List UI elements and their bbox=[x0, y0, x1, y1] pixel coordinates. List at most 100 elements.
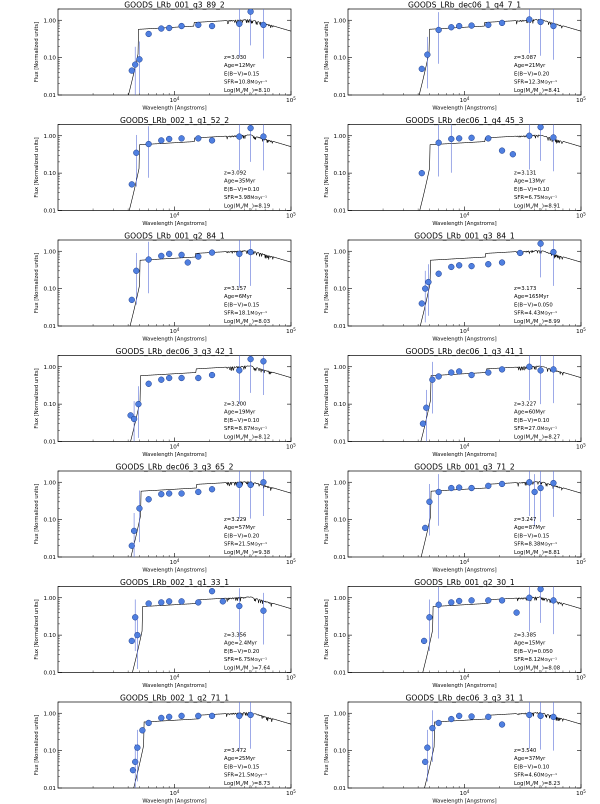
y-tick-label: 0.10 bbox=[334, 633, 347, 639]
y-tick-label: 0.10 bbox=[334, 56, 347, 62]
photometry-point bbox=[178, 490, 185, 497]
photometry-point bbox=[166, 598, 173, 605]
photometry-point bbox=[195, 712, 202, 720]
y-tick-label: 1.00 bbox=[334, 134, 347, 140]
photometry-point bbox=[247, 124, 254, 132]
photometry-point bbox=[158, 25, 165, 32]
photometry-point bbox=[145, 719, 152, 727]
sfr-text: SFR=21.5M⊙yr⁻¹ bbox=[224, 773, 267, 779]
photometry-point bbox=[208, 588, 216, 595]
x-tick-label: 105 bbox=[576, 442, 586, 451]
mass-text: Log(M*/M⊙)=9.38 bbox=[224, 550, 271, 558]
sfr-text: SFR=4.43M⊙yr⁻¹ bbox=[514, 311, 557, 317]
x-tick-label: 104 bbox=[460, 211, 470, 220]
x-tick-label: 104 bbox=[460, 96, 470, 105]
redshift-text: z=3.173 bbox=[514, 286, 536, 292]
photometry-point bbox=[456, 368, 463, 375]
sed-model-line bbox=[130, 480, 291, 557]
panel-title: GOODS_LRb_001_q2_30_1 bbox=[414, 578, 515, 587]
photometry-point bbox=[130, 415, 138, 423]
mass-text: Log(M*/M⊙)=8.41 bbox=[514, 88, 560, 96]
x-tick-label: 105 bbox=[576, 789, 586, 798]
photometry-point bbox=[178, 135, 185, 142]
age-text: Age=13Myr bbox=[514, 179, 546, 185]
photometry-point bbox=[550, 248, 557, 256]
photometry-point bbox=[158, 376, 165, 383]
y-tick-label: 1.00 bbox=[334, 480, 347, 486]
sfr-text: SFR=8.38M⊙yr⁻¹ bbox=[514, 542, 557, 548]
mass-text: Log(M*/M⊙)=8.99 bbox=[514, 319, 560, 327]
photometry-point bbox=[133, 267, 140, 274]
mass-text: Log(M*/M⊙)=8.27 bbox=[514, 434, 560, 442]
sed-panel: GOODS_LRb_dec06_3_q3_65_2 1.00 0.10 0.01 104… bbox=[34, 463, 296, 574]
photometry-point bbox=[425, 278, 432, 286]
ebv-text: E(B−V)=0.050 bbox=[514, 302, 553, 308]
photometry-point bbox=[145, 30, 152, 38]
photometry-point bbox=[236, 712, 243, 720]
x-tick-label: 105 bbox=[576, 558, 586, 567]
photometry-point bbox=[485, 135, 492, 142]
y-tick-label: 0.01 bbox=[334, 440, 347, 446]
x-axis-label: Wavelength [Angstroms] bbox=[432, 452, 496, 458]
x-axis-label: Wavelength [Angstroms] bbox=[142, 799, 206, 804]
y-tick-label: 1.00 bbox=[334, 249, 347, 255]
y-tick-label: 0.10 bbox=[334, 287, 347, 293]
photometry-point bbox=[145, 496, 152, 503]
panel-title: GOODS_LRb_001_q2_84_1 bbox=[124, 232, 225, 241]
photometry-point bbox=[208, 249, 216, 256]
redshift-text: z=3.200 bbox=[224, 402, 247, 408]
y-axis-label: Flux [Normalized units] bbox=[324, 599, 330, 659]
photometry-point bbox=[134, 744, 141, 751]
photometry-point bbox=[435, 488, 442, 496]
sed-model-line bbox=[130, 365, 291, 442]
photometry-point bbox=[435, 601, 442, 608]
photometry-point bbox=[537, 367, 544, 374]
sed-panel: GOODS_LRb_dec06_3_q3_42_1 1.00 0.10 0.01 104… bbox=[34, 347, 296, 458]
mass-text: Log(M*/M⊙)=8.12 bbox=[224, 434, 270, 442]
photometry-point bbox=[498, 147, 506, 154]
ebv-text: E(B−V)=0.20 bbox=[224, 533, 260, 539]
y-tick-label: 1.00 bbox=[44, 711, 57, 717]
y-tick-label: 0.01 bbox=[334, 786, 347, 792]
y-tick-label: 0.01 bbox=[44, 93, 57, 99]
x-axis-label: Wavelength [Angstroms] bbox=[432, 221, 496, 227]
sed-model-line bbox=[422, 596, 581, 673]
photometry-point bbox=[247, 711, 254, 719]
y-tick-label: 1.00 bbox=[44, 480, 57, 486]
redshift-text: z=3.229 bbox=[224, 517, 246, 523]
y-tick-label: 0.01 bbox=[334, 93, 347, 99]
photometry-point bbox=[537, 124, 544, 131]
panel-title: GOODS_LRb_002_1_q2_71_1 bbox=[120, 694, 229, 703]
x-tick-label: 104 bbox=[170, 442, 180, 451]
photometry-point bbox=[448, 369, 455, 376]
photometry-point bbox=[178, 712, 185, 720]
photometry-point bbox=[178, 598, 185, 605]
photometry-point bbox=[419, 420, 427, 427]
y-axis-label: Flux [Normalized units] bbox=[34, 599, 40, 659]
photometry-point bbox=[139, 727, 146, 734]
photometry-point bbox=[132, 614, 139, 621]
mass-text: Log(M*/M⊙)=8.08 bbox=[514, 665, 561, 673]
photometry-point bbox=[435, 373, 442, 380]
redshift-text: z=3.227 bbox=[514, 402, 536, 408]
x-tick-label: 104 bbox=[460, 789, 470, 798]
photometry-point bbox=[208, 712, 216, 720]
photometry-point bbox=[195, 374, 202, 382]
mass-text: Log(M*/M⊙)=8.73 bbox=[224, 781, 270, 789]
photometry-point bbox=[526, 594, 533, 601]
photometry-point bbox=[448, 135, 455, 143]
photometry-point bbox=[550, 479, 557, 487]
y-tick-label: 0.10 bbox=[334, 402, 347, 408]
redshift-text: z=3.092 bbox=[224, 171, 246, 177]
photometry-point bbox=[426, 614, 433, 621]
mass-text: Log(M*/M⊙)=8.23 bbox=[514, 781, 560, 789]
y-tick-label: 1.00 bbox=[44, 596, 57, 602]
y-axis-label: Flux [Normalized units] bbox=[324, 368, 330, 428]
photometry-point bbox=[132, 61, 139, 68]
x-axis-label: Wavelength [Angstroms] bbox=[432, 337, 496, 343]
sed-model-line bbox=[133, 711, 291, 788]
x-tick-label: 105 bbox=[286, 96, 296, 105]
photometry-point bbox=[136, 505, 143, 512]
photometry-point bbox=[456, 484, 463, 491]
photometry-point bbox=[236, 20, 243, 28]
